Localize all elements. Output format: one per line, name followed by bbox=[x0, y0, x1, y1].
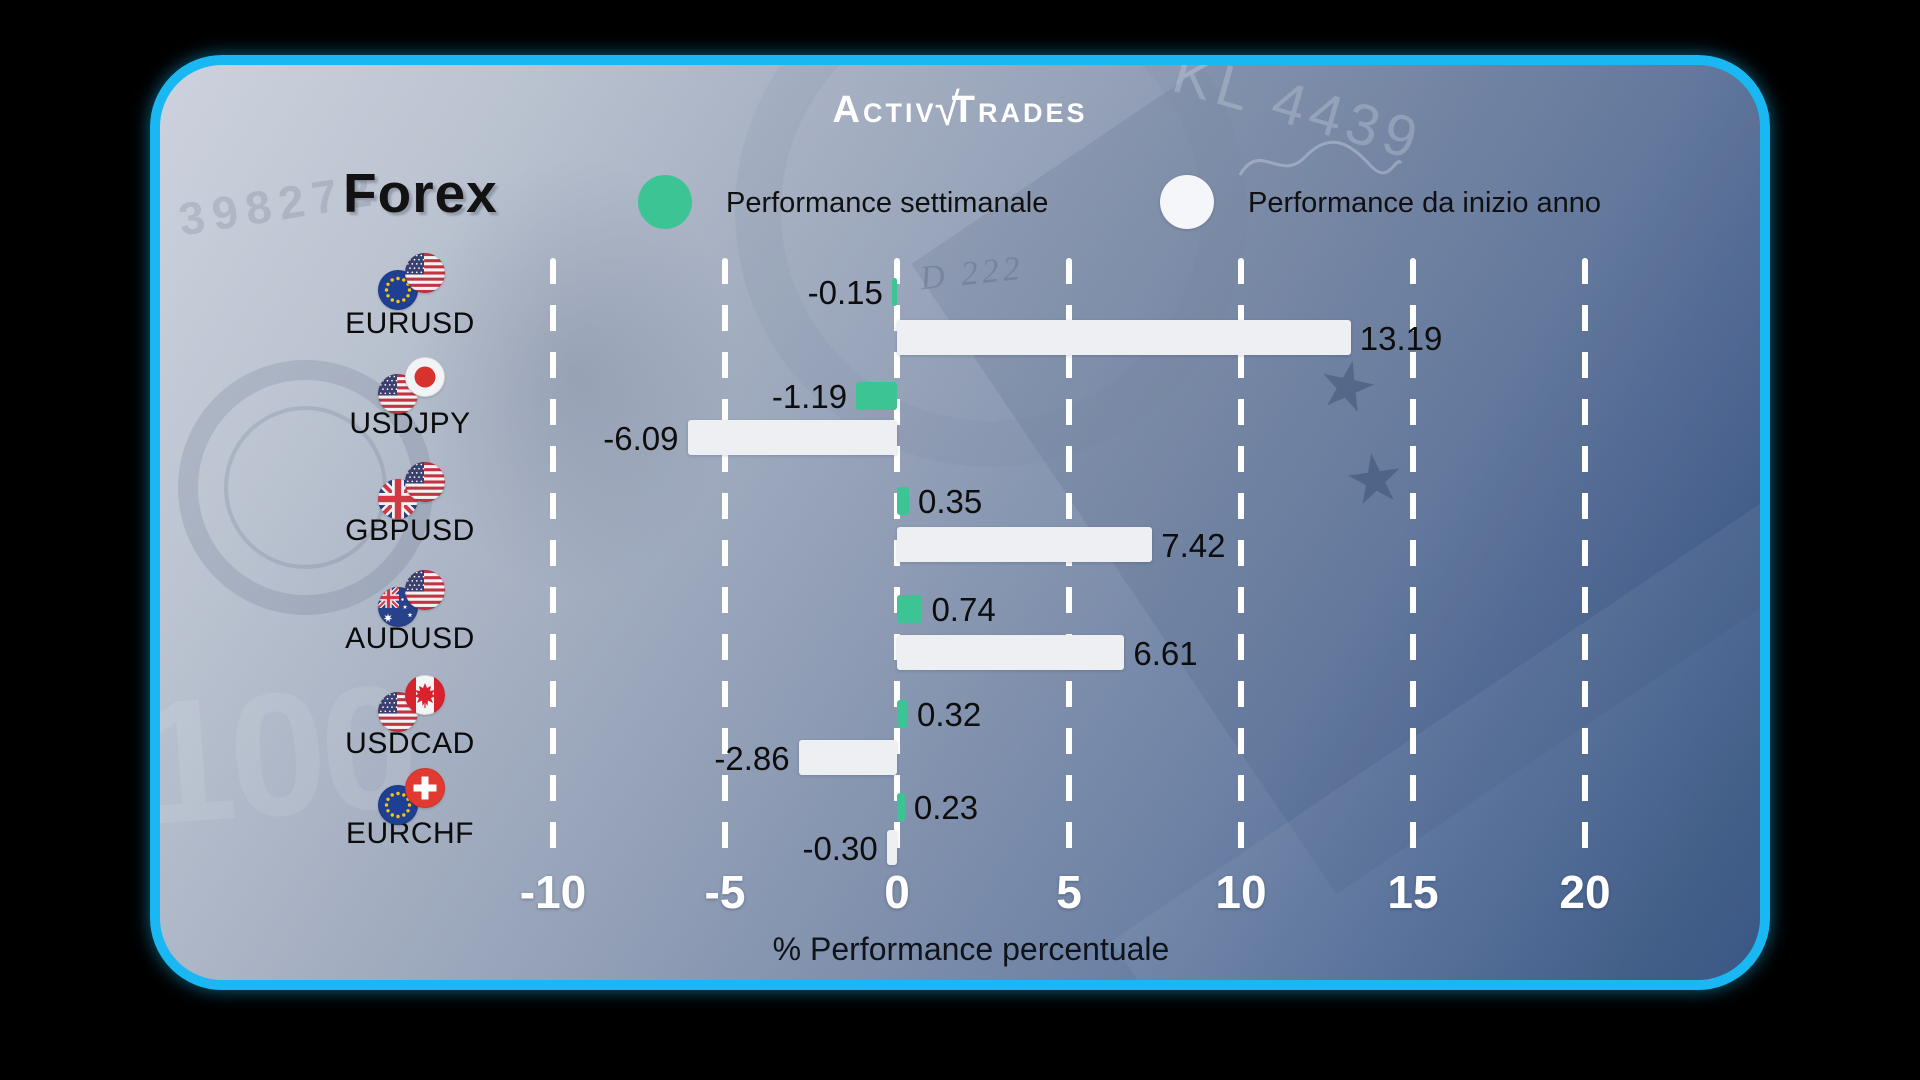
gridline bbox=[550, 258, 556, 868]
brand-left: Activ bbox=[832, 89, 937, 131]
gridline bbox=[1410, 258, 1416, 868]
flag-pair bbox=[378, 357, 448, 415]
flag-jp-icon bbox=[405, 357, 445, 397]
ytd-bar bbox=[886, 830, 897, 865]
ytd-bar bbox=[897, 320, 1351, 355]
x-tick-label: 15 bbox=[1387, 866, 1439, 918]
flag-pair bbox=[378, 570, 448, 628]
x-tick-label: -10 bbox=[519, 866, 587, 918]
bar-value-label: -1.19 bbox=[771, 378, 848, 415]
flag-us-icon bbox=[378, 374, 418, 414]
x-tick-label: 5 bbox=[1056, 866, 1082, 918]
infographic-card: KL 4439 398272 100 D 222 Activ√Trades Fo… bbox=[150, 55, 1770, 990]
ytd-bar bbox=[687, 420, 897, 455]
gridline bbox=[1238, 258, 1244, 868]
weekly-bar bbox=[891, 278, 897, 306]
flag-pair bbox=[378, 768, 448, 826]
bar-value-label: 0.74 bbox=[931, 591, 996, 628]
flag-pair bbox=[378, 462, 448, 520]
ytd-bar bbox=[897, 527, 1153, 562]
pair-label: GBPUSD bbox=[345, 514, 475, 547]
pair-label: EURUSD bbox=[345, 307, 475, 340]
bar-value-label: 0.35 bbox=[918, 483, 983, 520]
brand-right: Trades bbox=[951, 89, 1088, 131]
x-axis-title: % Performance percentuale bbox=[772, 931, 1170, 967]
bar-value-label: 13.19 bbox=[1359, 319, 1443, 357]
ytd-bar bbox=[798, 740, 897, 775]
page-title: Forex bbox=[343, 162, 498, 224]
bar-value-label: -0.15 bbox=[807, 274, 883, 311]
pair-label: USDCAD bbox=[345, 727, 475, 760]
gridline bbox=[722, 258, 728, 868]
gridline bbox=[1066, 258, 1072, 868]
ytd-bar bbox=[897, 635, 1125, 670]
bar-value-label: 0.32 bbox=[917, 696, 982, 733]
activtrades-logo: Activ√Trades bbox=[832, 83, 1088, 135]
flag-ca-icon bbox=[405, 675, 445, 715]
x-tick-label: 10 bbox=[1215, 866, 1267, 918]
pair-label: EURCHF bbox=[346, 817, 474, 850]
pair-label: USDJPY bbox=[349, 407, 471, 440]
weekly-bar bbox=[897, 793, 905, 821]
bar-value-label: 7.42 bbox=[1161, 526, 1226, 564]
legend-ytd-dot-icon bbox=[1160, 175, 1214, 229]
bar-chart-plot: -10 -5 0 5 10 15 20 EURUSD -0.15 13.19 USDJPY -1.19… bbox=[160, 65, 1760, 980]
x-tick-label: 0 bbox=[884, 866, 910, 918]
x-tick-label: -5 bbox=[704, 866, 746, 918]
weekly-bar bbox=[897, 700, 908, 728]
bar-value-label: 0.23 bbox=[913, 789, 979, 826]
flag-us-icon bbox=[405, 570, 445, 610]
legend-weekly-dot-icon bbox=[638, 175, 692, 229]
weekly-bar bbox=[897, 595, 923, 623]
weekly-bar bbox=[856, 382, 897, 410]
bar-value-label: -0.30 bbox=[802, 829, 878, 867]
bar-value-label: 6.61 bbox=[1133, 634, 1198, 672]
gridline bbox=[1582, 258, 1588, 868]
flag-us-icon bbox=[405, 462, 445, 502]
flag-gb-icon bbox=[378, 479, 418, 519]
pair-label: AUDUSD bbox=[345, 622, 475, 655]
flag-us-icon bbox=[405, 253, 445, 293]
bar-value-label: -2.86 bbox=[714, 739, 790, 777]
x-tick-label: 20 bbox=[1559, 866, 1611, 918]
flag-ch-icon bbox=[405, 768, 445, 808]
bar-value-label: -6.09 bbox=[603, 419, 679, 457]
legend-ytd-label: Performance da inizio anno bbox=[1248, 187, 1602, 219]
gridline bbox=[894, 258, 900, 868]
flag-pair bbox=[378, 675, 448, 733]
flag-pair bbox=[378, 253, 448, 311]
weekly-bar bbox=[897, 487, 910, 515]
legend-weekly-label: Performance settimanale bbox=[726, 187, 1049, 219]
